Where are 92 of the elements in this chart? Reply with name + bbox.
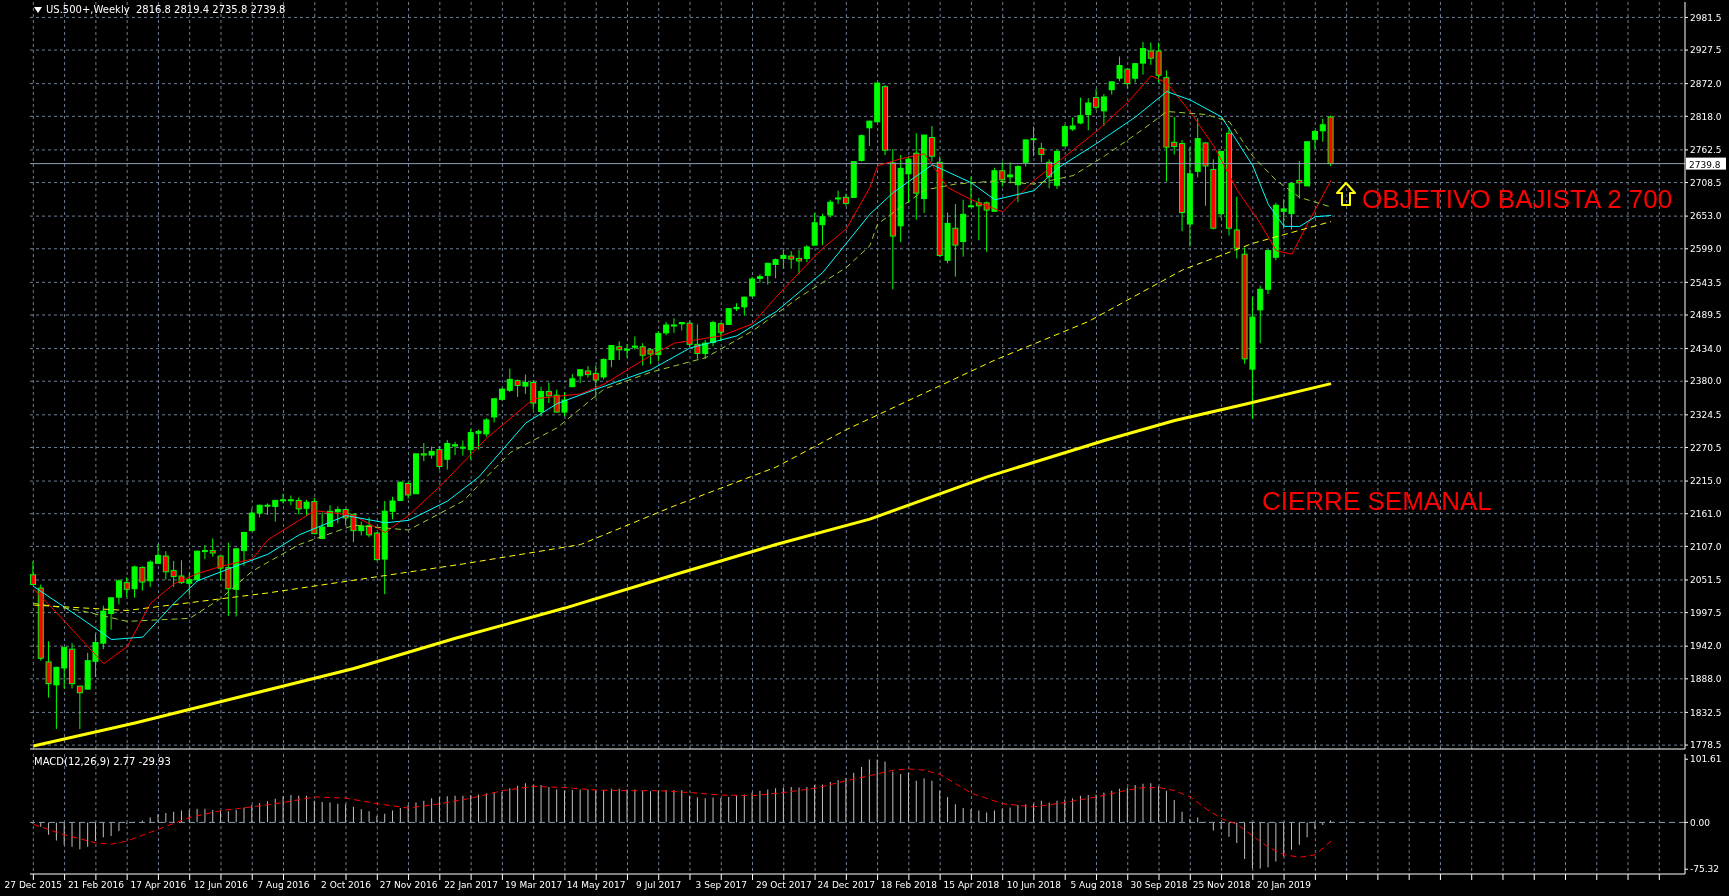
candlestick <box>1139 41 1146 76</box>
candlestick <box>835 190 842 205</box>
x-tick-label: 17 Apr 2016 <box>130 880 187 891</box>
x-tick-label: 29 Oct 2017 <box>755 880 812 891</box>
y-tick-label: 2818.0 <box>1690 111 1722 122</box>
y-tick-label: 2653.0 <box>1690 211 1722 222</box>
x-tick-label: 27 Dec 2015 <box>4 880 63 891</box>
x-tick-label: 12 Jun 2016 <box>193 880 249 891</box>
y-tick-label: 2270.5 <box>1690 442 1722 453</box>
candlestick <box>209 538 216 558</box>
x-tick-label: 30 Sep 2018 <box>1130 880 1188 891</box>
x-tick-label: 7 Aug 2016 <box>257 880 310 891</box>
candlestick <box>1077 97 1084 125</box>
candlestick <box>968 176 974 208</box>
candlestick <box>155 543 162 564</box>
ref-line-label: 2739.8 <box>1689 159 1721 170</box>
x-tick-label: 2 Oct 2016 <box>321 880 372 891</box>
candlestick <box>538 386 545 417</box>
x-tick-label: 22 Jan 2017 <box>444 880 499 891</box>
candlestick <box>1100 93 1107 127</box>
chart-title: US.500+,Weekly 2816.8 2819.4 2735.8 2739.8 <box>46 4 286 15</box>
y-tick-label: 2708.5 <box>1690 177 1722 188</box>
chart-title: MACD(12,26,9) 2.77 -29.93 <box>34 756 171 767</box>
candlestick <box>1007 161 1014 184</box>
candlestick <box>670 317 677 334</box>
y-tick-label: -75.32 <box>1690 864 1720 875</box>
candlestick <box>459 440 466 457</box>
y-tick-label: 1997.5 <box>1690 607 1722 618</box>
y-tick-label: 2543.5 <box>1690 277 1722 288</box>
x-tick-label: 27 Nov 2016 <box>379 880 438 891</box>
candlestick <box>1093 88 1100 111</box>
candlestick <box>584 365 591 379</box>
x-tick-label: 10 Jun 2018 <box>1006 880 1062 891</box>
x-tick-label: 14 May 2017 <box>566 880 626 891</box>
y-tick-label: 2215.0 <box>1690 476 1722 487</box>
candlestick <box>1311 129 1318 150</box>
x-tick-label: 21 Feb 2016 <box>67 880 125 891</box>
candlestick <box>491 397 498 423</box>
candlestick <box>1014 164 1021 203</box>
x-tick-label: 24 Dec 2017 <box>817 880 876 891</box>
candlestick <box>749 276 756 298</box>
y-tick-label: 2324.5 <box>1690 410 1722 421</box>
y-tick-label: 1888.0 <box>1690 674 1722 685</box>
y-tick-label: 2489.5 <box>1690 310 1722 321</box>
candlestick <box>241 531 247 567</box>
candlestick <box>1038 142 1045 163</box>
candlestick <box>796 249 803 275</box>
candlestick <box>577 369 584 384</box>
y-tick-label: 2872.0 <box>1690 78 1722 89</box>
y-tick-label: 1778.5 <box>1690 740 1722 751</box>
candlestick <box>115 579 122 605</box>
candlestick <box>201 544 208 560</box>
x-tick-label: 20 Jan 2019 <box>1257 880 1312 891</box>
candlestick <box>452 441 459 456</box>
candlestick <box>545 381 552 404</box>
candlestick <box>366 516 373 538</box>
line-series <box>32 768 1332 858</box>
y-tick-label: 1942.0 <box>1690 641 1722 652</box>
y-tick-label: 2762.5 <box>1690 145 1722 156</box>
y-tick-label: 101.61 <box>1690 754 1722 765</box>
candlestick <box>1257 285 1264 344</box>
y-tick-label: 2161.0 <box>1690 508 1722 519</box>
candlestick <box>280 493 287 504</box>
y-tick-label: 2981.5 <box>1690 12 1722 23</box>
candlestick <box>287 495 294 506</box>
y-tick-label: 1832.5 <box>1690 707 1722 718</box>
candlestick <box>1132 62 1139 83</box>
annotation: CIERRE SEMANAL <box>1262 486 1492 516</box>
candlestick <box>756 273 763 284</box>
x-tick-label: 15 Apr 2018 <box>943 880 1000 891</box>
candlestick <box>624 343 631 359</box>
x-tick-label: 3 Sep 2017 <box>695 880 747 891</box>
y-tick-label: 2599.0 <box>1690 243 1722 254</box>
candlestick <box>76 685 83 730</box>
candlestick <box>1085 97 1092 131</box>
candlestick <box>162 550 169 581</box>
x-tick-label: 9 Jul 2017 <box>636 880 682 891</box>
annotation: OBJETIVO BAJISTA 2 700 <box>1362 184 1673 214</box>
x-tick-label: 19 Mar 2017 <box>505 880 563 891</box>
candlestick <box>928 125 935 163</box>
candlestick <box>631 335 638 351</box>
x-tick-label: 25 Nov 2018 <box>1192 880 1251 891</box>
y-tick-label: 2107.0 <box>1690 541 1722 552</box>
candlestick <box>1233 196 1240 259</box>
x-tick-label: 18 Feb 2018 <box>880 880 938 891</box>
y-tick-label: 2927.5 <box>1690 45 1722 56</box>
x-tick-label: 5 Aug 2018 <box>1070 880 1123 891</box>
y-tick-label: 0.00 <box>1690 817 1711 828</box>
y-tick-label: 2434.0 <box>1690 343 1722 354</box>
y-tick-label: 2380.0 <box>1690 376 1722 387</box>
y-tick-label: 2051.5 <box>1690 575 1722 586</box>
candlestick <box>108 597 115 631</box>
